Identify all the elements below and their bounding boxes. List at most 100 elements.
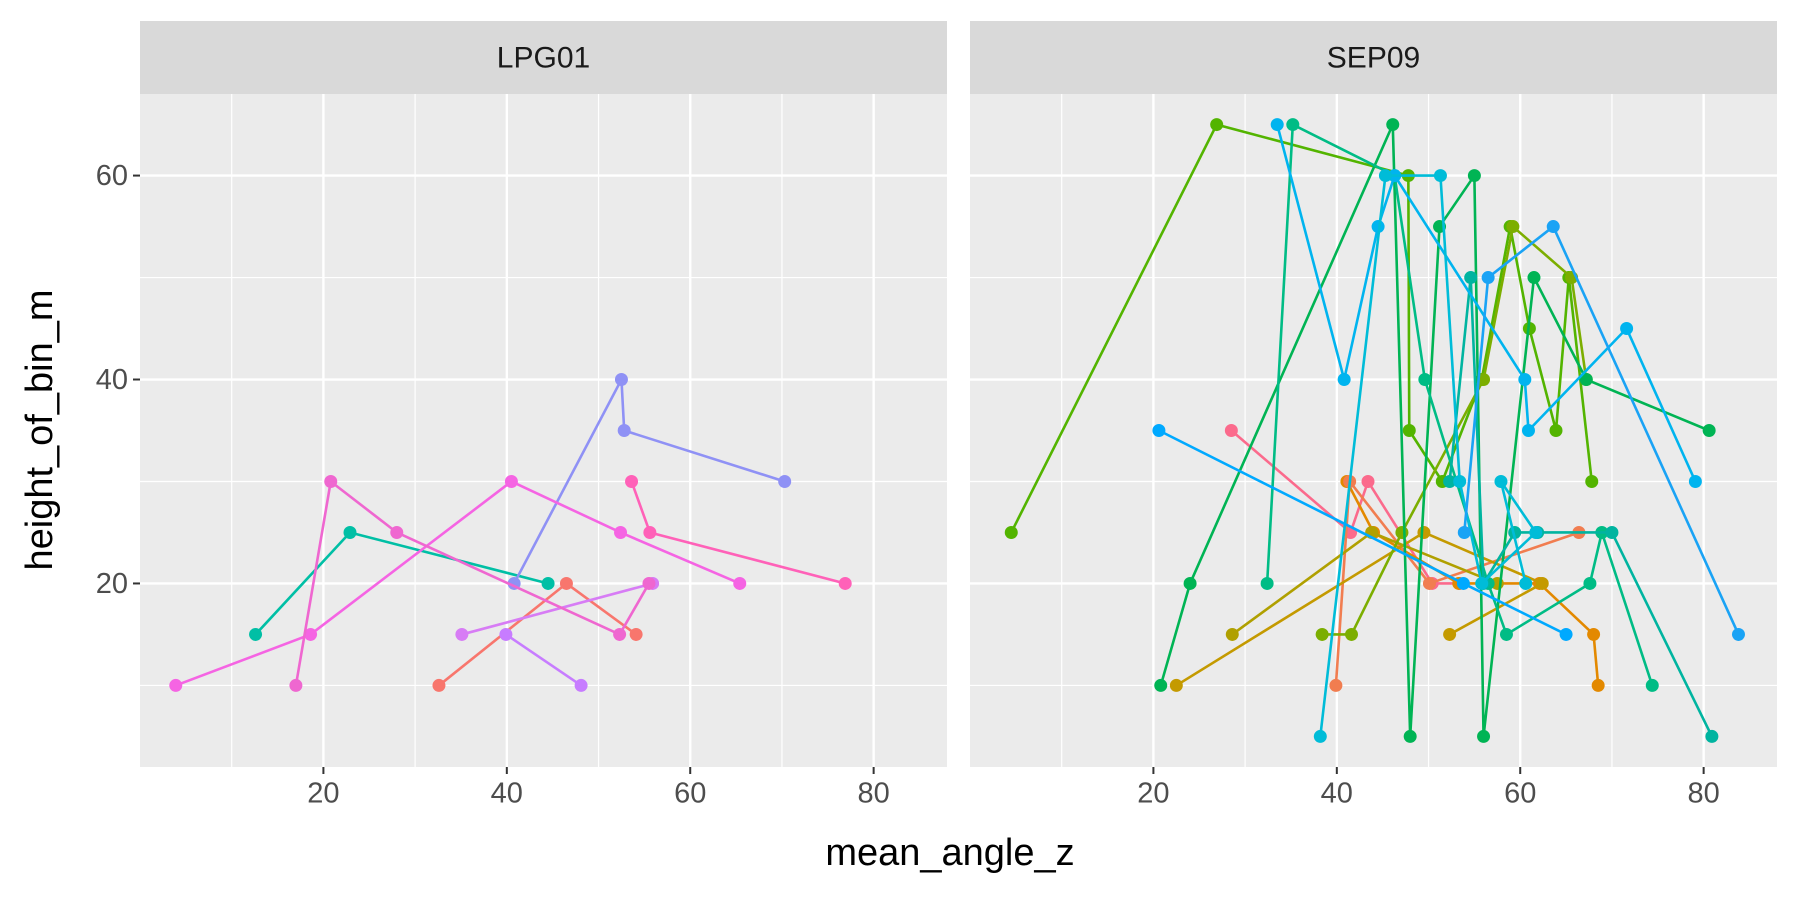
point [559, 576, 573, 590]
point [1154, 678, 1168, 692]
point [1152, 424, 1166, 437]
point [1645, 678, 1659, 692]
point [838, 576, 852, 590]
point [1529, 525, 1543, 539]
point [1337, 373, 1351, 387]
point [432, 678, 446, 692]
y-tick-label: 20 [96, 568, 128, 600]
point [617, 424, 631, 437]
point [1422, 576, 1436, 590]
point [1313, 729, 1327, 743]
point [629, 627, 643, 641]
point [1260, 576, 1274, 590]
x-tick-label: 20 [1137, 778, 1169, 810]
x-tick-label: 20 [307, 778, 339, 810]
point [1579, 373, 1593, 387]
point [1004, 525, 1018, 539]
point [1605, 525, 1619, 539]
point [499, 627, 513, 641]
point [1688, 474, 1702, 488]
point [1705, 729, 1719, 743]
point [1477, 729, 1491, 743]
panel-background [140, 94, 947, 767]
series-line [1275, 124, 1697, 483]
point [1456, 576, 1470, 590]
point [1344, 627, 1358, 641]
point [1418, 373, 1432, 387]
point [778, 474, 792, 488]
strip-label: LPG01 [497, 41, 590, 74]
series-line [1159, 123, 1710, 738]
point [574, 678, 588, 692]
point [343, 525, 357, 539]
y-tick-label: 60 [96, 160, 128, 192]
point [1183, 576, 1197, 590]
point [1527, 271, 1541, 285]
point [390, 525, 404, 539]
point [1286, 118, 1300, 132]
point [1620, 322, 1634, 336]
y-axis-title: height_of_bin_m [19, 290, 61, 571]
point [1475, 576, 1489, 590]
series-line [1462, 225, 1740, 635]
point [1583, 576, 1597, 590]
series-line [513, 378, 786, 585]
point [1518, 373, 1532, 387]
x-tick-label: 40 [1321, 778, 1353, 810]
point [455, 627, 469, 641]
x-tick-label: 60 [1504, 778, 1536, 810]
point [249, 627, 263, 641]
panel-background [970, 94, 1777, 767]
point [1464, 271, 1478, 285]
point [1224, 424, 1238, 437]
x-axis-title: mean_angle_z [825, 832, 1074, 874]
point [1403, 729, 1417, 743]
x-tick-label: 40 [491, 778, 523, 810]
x-tick-label: 60 [674, 778, 706, 810]
point [1443, 627, 1457, 641]
point [1453, 474, 1467, 488]
point [1549, 424, 1563, 437]
point [1585, 474, 1599, 488]
point [1519, 576, 1533, 590]
point [1270, 118, 1284, 132]
point [304, 627, 318, 641]
point [614, 373, 628, 387]
point [733, 576, 747, 590]
point [1591, 678, 1605, 692]
point [541, 576, 555, 590]
point [1417, 525, 1431, 539]
point [643, 525, 657, 539]
x-tick-label: 80 [858, 778, 890, 810]
point [1169, 678, 1183, 692]
point [324, 474, 338, 488]
y-tick-label: 40 [96, 364, 128, 396]
point [1433, 169, 1447, 183]
point [1402, 424, 1416, 437]
point [1535, 576, 1549, 590]
point [1702, 424, 1716, 437]
point [1329, 678, 1343, 692]
point [1443, 474, 1457, 488]
point [1521, 424, 1535, 437]
point [625, 474, 639, 488]
point [1371, 220, 1385, 234]
point [1481, 271, 1495, 285]
point [1315, 627, 1329, 641]
point [1477, 373, 1491, 387]
point [504, 474, 518, 488]
point [642, 576, 656, 590]
point [1378, 169, 1392, 183]
point [1361, 474, 1375, 488]
point [1210, 118, 1224, 132]
strip [970, 21, 1777, 94]
point [1499, 627, 1513, 641]
series-line [505, 633, 582, 687]
point [613, 627, 627, 641]
point [1457, 525, 1471, 539]
point [1587, 627, 1601, 641]
point [169, 678, 183, 692]
point [1559, 627, 1573, 641]
series-line [461, 582, 653, 636]
